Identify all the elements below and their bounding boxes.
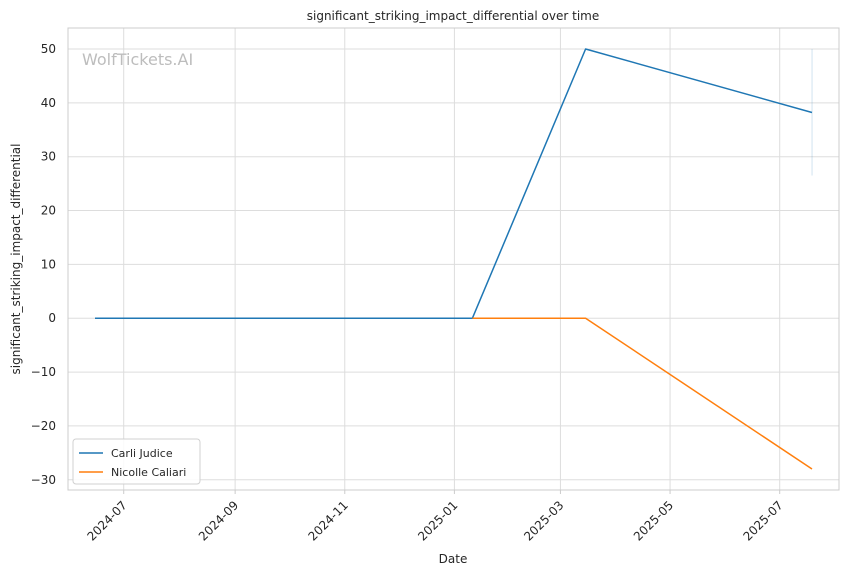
series-lines <box>95 48 813 470</box>
y-axis-label: significant_striking_impact_differential <box>9 144 23 375</box>
y-tick-label: 0 <box>48 311 56 325</box>
x-tick-label: 2025-05 <box>631 498 676 543</box>
watermark-text: WolfTickets.AI <box>82 50 193 69</box>
legend: Carli Judice Nicolle Caliari <box>72 438 201 485</box>
y-tick-label: −10 <box>31 365 56 379</box>
x-tick-label: 2025-03 <box>521 498 566 543</box>
y-tick-label: 20 <box>41 204 56 218</box>
y-tick-label: 30 <box>41 150 56 164</box>
series-line-nicolle-caliari <box>472 317 813 470</box>
x-tick-label: 2025-01 <box>415 498 460 543</box>
x-axis-label: Date <box>439 552 468 566</box>
chart-title: significant_striking_impact_differential… <box>307 9 599 23</box>
x-tick-label: 2024-07 <box>84 498 129 543</box>
y-tick-label: −20 <box>31 419 56 433</box>
grid <box>68 28 839 490</box>
legend-box <box>72 438 201 485</box>
y-axis-ticks: 50 40 30 20 10 0 −10 −20 −30 <box>31 42 56 487</box>
x-tick-label: 2024-11 <box>306 498 351 543</box>
y-tick-label: −30 <box>31 473 56 487</box>
y-tick-label: 40 <box>41 96 56 110</box>
plot-frame <box>67 27 840 491</box>
legend-label-nicolle-caliari: Nicolle Caliari <box>111 466 186 479</box>
x-tick-label: 2024-09 <box>196 498 241 543</box>
legend-label-carli-judice: Carli Judice <box>111 447 173 460</box>
x-tick-label: 2025-07 <box>740 498 785 543</box>
x-axis-ticks: 2024-07 2024-09 2024-11 2025-01 2025-03 2025-… <box>84 490 786 544</box>
y-tick-label: 10 <box>41 257 56 271</box>
y-tick-label: 50 <box>41 42 56 56</box>
series-line-carli-judice <box>95 48 813 319</box>
